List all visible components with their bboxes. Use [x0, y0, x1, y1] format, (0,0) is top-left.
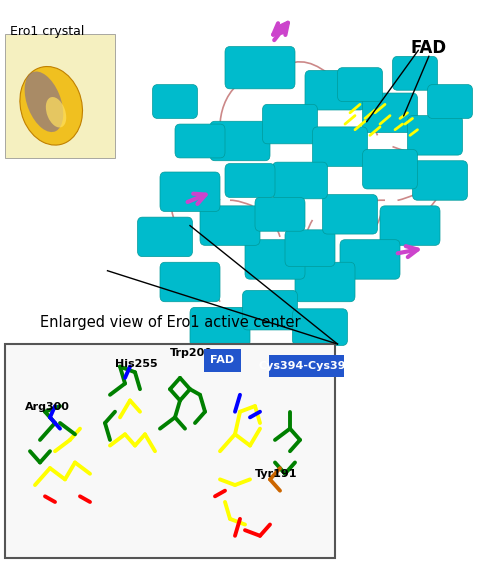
FancyBboxPatch shape [392, 56, 438, 90]
FancyBboxPatch shape [262, 104, 318, 144]
FancyBboxPatch shape [362, 93, 418, 133]
Text: Trp200: Trp200 [170, 348, 213, 358]
FancyBboxPatch shape [380, 206, 440, 245]
FancyBboxPatch shape [408, 116, 463, 155]
FancyBboxPatch shape [190, 307, 250, 347]
Text: Tyr191: Tyr191 [255, 469, 298, 479]
FancyBboxPatch shape [160, 172, 220, 212]
Ellipse shape [20, 67, 82, 145]
FancyBboxPatch shape [340, 240, 400, 279]
FancyBboxPatch shape [362, 149, 418, 189]
Text: FAD: FAD [210, 355, 234, 365]
FancyBboxPatch shape [5, 34, 115, 158]
FancyBboxPatch shape [322, 195, 378, 234]
Text: Cys394-Cys397: Cys394-Cys397 [259, 361, 354, 371]
FancyBboxPatch shape [152, 85, 198, 118]
FancyBboxPatch shape [295, 262, 355, 302]
FancyBboxPatch shape [138, 217, 192, 257]
FancyBboxPatch shape [428, 85, 472, 118]
FancyBboxPatch shape [412, 161, 468, 200]
FancyBboxPatch shape [200, 206, 260, 245]
FancyBboxPatch shape [255, 197, 305, 231]
Text: Ero1 crystal: Ero1 crystal [10, 25, 85, 38]
FancyBboxPatch shape [338, 68, 382, 102]
FancyBboxPatch shape [175, 124, 225, 158]
Text: Arg300: Arg300 [25, 402, 70, 412]
FancyBboxPatch shape [204, 349, 241, 372]
FancyBboxPatch shape [292, 309, 348, 345]
FancyBboxPatch shape [245, 240, 305, 279]
FancyBboxPatch shape [5, 344, 335, 558]
Text: His255: His255 [115, 359, 158, 369]
FancyBboxPatch shape [285, 230, 335, 266]
Ellipse shape [46, 97, 66, 127]
FancyBboxPatch shape [225, 164, 275, 197]
FancyBboxPatch shape [272, 162, 328, 199]
Text: FAD: FAD [410, 39, 446, 58]
FancyBboxPatch shape [210, 121, 270, 161]
Text: Enlarged view of Ero1 active center: Enlarged view of Ero1 active center [40, 315, 300, 330]
Ellipse shape [24, 72, 64, 132]
FancyBboxPatch shape [312, 127, 368, 166]
FancyBboxPatch shape [225, 47, 295, 89]
FancyBboxPatch shape [269, 355, 344, 377]
FancyBboxPatch shape [305, 70, 365, 110]
FancyBboxPatch shape [242, 290, 298, 330]
FancyBboxPatch shape [160, 262, 220, 302]
